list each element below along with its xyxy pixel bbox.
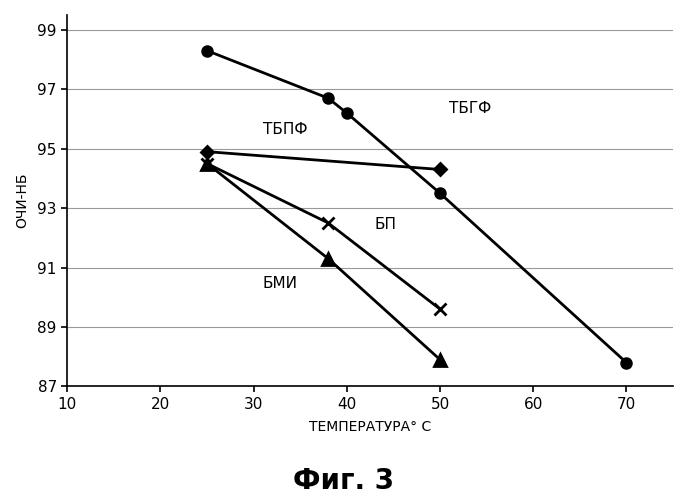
X-axis label: ТЕМПЕРАТУРА° С: ТЕМПЕРАТУРА° С: [309, 420, 431, 434]
Text: БМИ: БМИ: [263, 276, 298, 291]
Text: Фиг. 3: Фиг. 3: [294, 467, 394, 495]
Y-axis label: ОЧИ-НБ: ОЧИ-НБ: [15, 173, 29, 229]
Text: БП: БП: [375, 217, 397, 232]
Text: ТБГФ: ТБГФ: [449, 101, 492, 116]
Text: ТБПФ: ТБПФ: [263, 122, 308, 137]
